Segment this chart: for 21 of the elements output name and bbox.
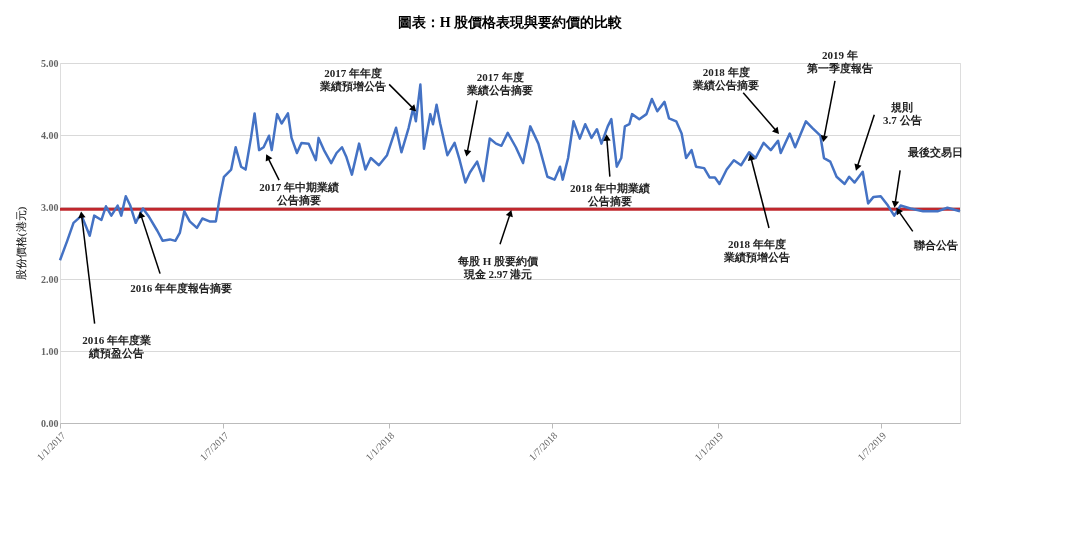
y-tick-label: 2.00 <box>41 273 59 285</box>
annotation: 2018 年度業績公告摘要 <box>692 65 760 92</box>
annotation: 規則 3.7 公告 <box>883 100 922 126</box>
annotation: 2017 年年度業績預增公告 <box>319 67 387 94</box>
annotation: 最後交易日 <box>906 146 963 159</box>
y-tick-label: 3.00 <box>41 201 59 213</box>
y-tick-label: 0.00 <box>41 417 59 429</box>
y-tick-label: 4.00 <box>41 129 59 141</box>
annotation: 2018 年中期業績公告摘要 <box>569 181 650 207</box>
annotation: 2018 年年度業績預增公告 <box>722 238 790 265</box>
annotation: 2017 年度業績公告摘要 <box>466 71 534 98</box>
chart-title: 圖表：H 股價格表現與要約價的比較 <box>397 14 624 30</box>
annotation: 2016 年年度報告摘要 <box>130 281 232 294</box>
annotation: 2016 年年度業績預盈公告 <box>82 333 151 360</box>
y-tick-label: 1.00 <box>41 345 59 357</box>
annotation: 2019 年第一季度報告 <box>805 48 873 74</box>
ref-line-label: 每股 H 股要約價現金 2.97 港元 <box>456 255 540 281</box>
annotation: 聯合公告 <box>912 239 958 252</box>
y-tick-label: 5.00 <box>41 57 59 69</box>
y-axis-title: 股份價格(港元) <box>15 206 28 281</box>
annotation: 2017 年中期業績公告摘要 <box>259 181 339 207</box>
